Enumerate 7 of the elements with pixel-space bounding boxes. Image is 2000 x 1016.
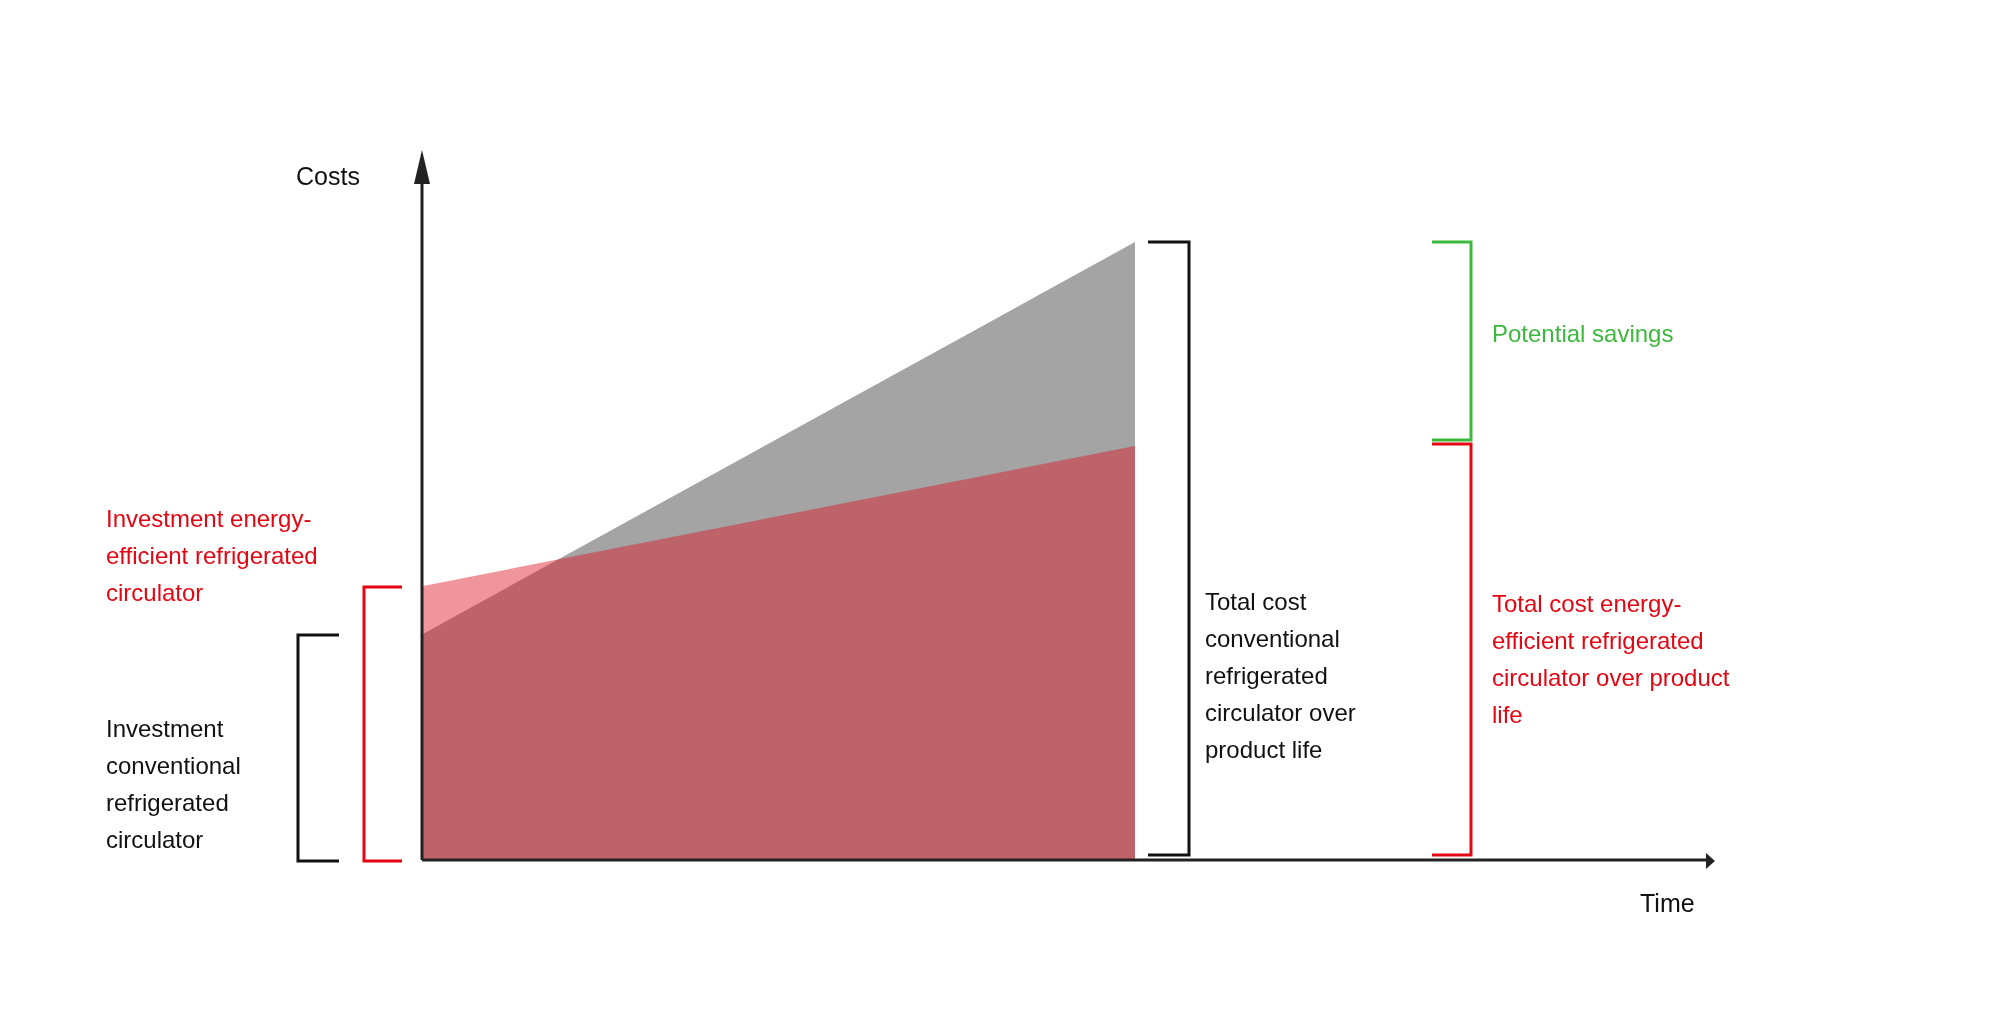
- y-axis-title: Costs: [296, 162, 360, 191]
- annotation: Potential savings: [1492, 319, 1675, 349]
- text: Time: [1640, 888, 1696, 919]
- annotation: Total cost energy-efficient refrigerated circulator over product life: [1492, 589, 1731, 730]
- text: Investment conventional refrigerated circulator: [106, 714, 242, 855]
- text: Investment energy-efficient refrigerated circulator: [106, 504, 319, 608]
- annotation: Total cost conventional refrigerated circulator over product life: [1205, 587, 1357, 765]
